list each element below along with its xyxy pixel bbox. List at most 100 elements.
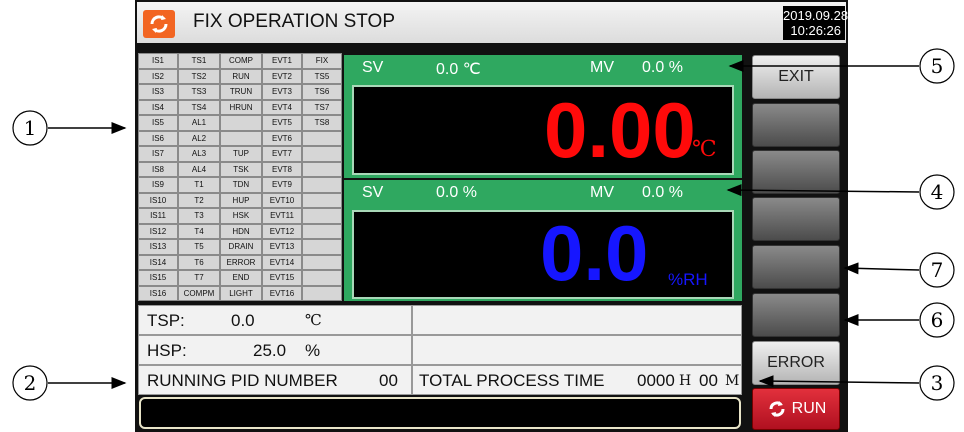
run-button[interactable]: RUN	[752, 388, 840, 430]
tsp-row: TSP: 0.0 ℃	[138, 305, 412, 335]
blank-button[interactable]	[752, 293, 840, 337]
status-cell: EVT13	[262, 239, 302, 255]
status-cell: IS1	[138, 53, 178, 69]
mv-label: MV	[590, 184, 614, 201]
message-bar	[139, 397, 741, 429]
status-cell: EVT1	[262, 53, 302, 69]
status-cell: TS3	[178, 84, 220, 100]
empty-cell	[412, 305, 742, 335]
status-cell: AL3	[178, 146, 220, 162]
status-cell	[220, 130, 262, 146]
mv-value: 0.0 %	[642, 59, 683, 76]
status-cell: ERROR	[220, 254, 262, 270]
status-cell: HDN	[220, 223, 262, 239]
status-cell: IS12	[138, 223, 178, 239]
callout-number: 1	[24, 116, 37, 140]
status-cell: EVT5	[262, 115, 302, 131]
status-cell: IS7	[138, 146, 178, 162]
status-cell: T7	[178, 270, 220, 286]
blank-button[interactable]	[752, 103, 840, 147]
status-cell: IS3	[138, 84, 178, 100]
status-cell: EVT4	[262, 99, 302, 115]
humidity-unit: %RH	[668, 270, 708, 289]
status-cell: TS7	[302, 99, 342, 115]
status-cell: HSK	[220, 208, 262, 224]
callout-arrow	[843, 262, 920, 275]
status-cell	[302, 177, 342, 193]
status-cell: EVT2	[262, 68, 302, 84]
status-cell: TDN	[220, 177, 262, 193]
time-label: TOTAL PROCESS TIME	[419, 371, 605, 390]
minutes: 00	[699, 371, 718, 390]
callout-circle	[12, 365, 48, 401]
pid-row: RUNNING PID NUMBER 00	[138, 365, 412, 395]
mv-value: 0.0 %	[642, 184, 683, 201]
status-cell: IS9	[138, 177, 178, 193]
app-icon	[143, 10, 175, 38]
blank-button[interactable]	[752, 150, 840, 194]
status-cell: AL1	[178, 115, 220, 131]
sv-label: SV	[362, 184, 384, 201]
hsp-label: HSP:	[147, 341, 187, 360]
status-cell	[220, 115, 262, 131]
empty-cell	[412, 335, 742, 365]
status-cell: EVT7	[262, 146, 302, 162]
hours-unit: H	[679, 373, 692, 389]
status-cell	[302, 146, 342, 162]
callout-number: 6	[931, 308, 944, 332]
callout-number: 7	[931, 258, 944, 282]
status-cell: EVT9	[262, 177, 302, 193]
callout-circle	[919, 174, 955, 210]
title-bar: FIX OPERATION STOP 2019.09.28 10:26:26	[137, 2, 848, 43]
blank-button[interactable]	[752, 245, 840, 289]
status-cell: IS13	[138, 239, 178, 255]
status-cell: T5	[178, 239, 220, 255]
callout-number: 3	[931, 371, 944, 395]
status-cell	[302, 239, 342, 255]
status-cell: EVT3	[262, 84, 302, 100]
status-cell: IS4	[138, 99, 178, 115]
status-cell: EVT8	[262, 161, 302, 177]
status-cell: RUN	[220, 68, 262, 84]
status-cell: END	[220, 270, 262, 286]
hsp-row: HSP: 25.0 %	[138, 335, 412, 365]
status-cell: IS2	[138, 68, 178, 84]
status-cell: COMP	[220, 53, 262, 69]
clock: 2019.09.28 10:26:26	[783, 6, 848, 40]
status-cell: EVT12	[262, 223, 302, 239]
tsp-label: TSP:	[147, 311, 185, 330]
sv-label: SV	[362, 59, 384, 76]
status-cell: IS15	[138, 270, 178, 286]
status-cell: T2	[178, 192, 220, 208]
status-cell: AL2	[178, 130, 220, 146]
status-cell: T4	[178, 223, 220, 239]
status-cell: TUP	[220, 146, 262, 162]
humidity-display: 0.0 %RH	[352, 209, 734, 299]
status-cell	[302, 285, 342, 301]
process-time-row: TOTAL PROCESS TIME 0000 H 00 M	[412, 365, 742, 395]
callout-circle	[12, 110, 48, 146]
status-cell: TS8	[302, 115, 342, 131]
blank-button[interactable]	[752, 197, 840, 241]
status-cell: IS10	[138, 192, 178, 208]
status-cell	[302, 192, 342, 208]
time: 10:26:26	[790, 23, 841, 38]
status-cell: COMPM	[178, 285, 220, 301]
status-cell: IS6	[138, 130, 178, 146]
status-cell: IS11	[138, 208, 178, 224]
status-cell: FIX	[302, 53, 342, 69]
callout-number: 4	[931, 180, 944, 204]
temperature-unit: ℃	[692, 137, 717, 162]
tsp-unit: ℃	[305, 311, 322, 329]
pid-label: RUNNING PID NUMBER	[147, 371, 338, 390]
exit-button[interactable]: EXIT	[752, 55, 840, 99]
callout-number: 5	[931, 54, 944, 78]
status-cell: TS2	[178, 68, 220, 84]
run-label: RUN	[791, 400, 827, 417]
callout-arrow	[758, 375, 920, 388]
status-cell	[302, 223, 342, 239]
status-cell: TSK	[220, 161, 262, 177]
pid-value: 00	[379, 371, 398, 390]
